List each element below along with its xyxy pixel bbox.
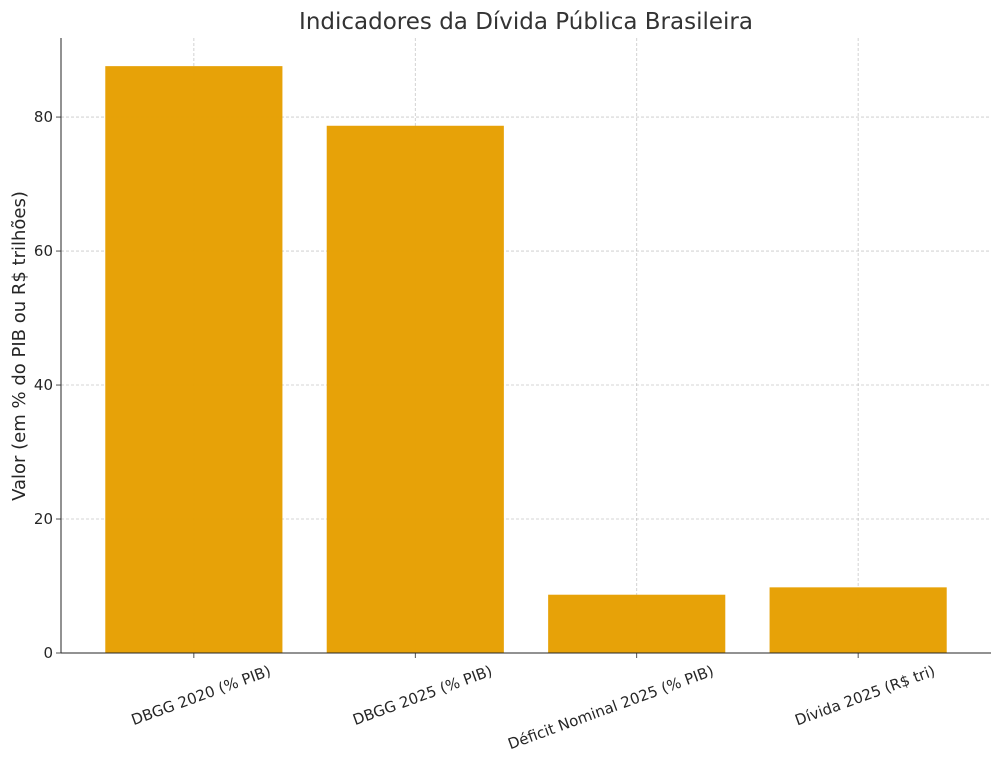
y-tick-label: 20 xyxy=(34,510,53,528)
y-tick-label: 40 xyxy=(34,376,53,394)
y-tick-label: 0 xyxy=(43,644,53,662)
bars xyxy=(105,66,947,654)
x-tick-label: DBGG 2025 (% PIB) xyxy=(350,662,494,729)
bar xyxy=(326,125,504,654)
bar xyxy=(769,587,947,653)
bar xyxy=(105,66,283,653)
y-tick-label: 80 xyxy=(34,108,53,126)
x-tick-label: DBGG 2020 (% PIB) xyxy=(129,662,273,729)
y-tick-label: 60 xyxy=(34,242,53,260)
chart-title: Indicadores da Dívida Pública Brasileira xyxy=(299,9,753,35)
y-axis-label: Valor (em % do PIB ou R$ trilhões) xyxy=(9,191,30,501)
bar xyxy=(548,594,726,653)
x-tick-label: Dívida 2025 (R$ tri) xyxy=(792,662,937,729)
x-tick-label: Déficit Nominal 2025 (% PIB) xyxy=(506,662,717,753)
